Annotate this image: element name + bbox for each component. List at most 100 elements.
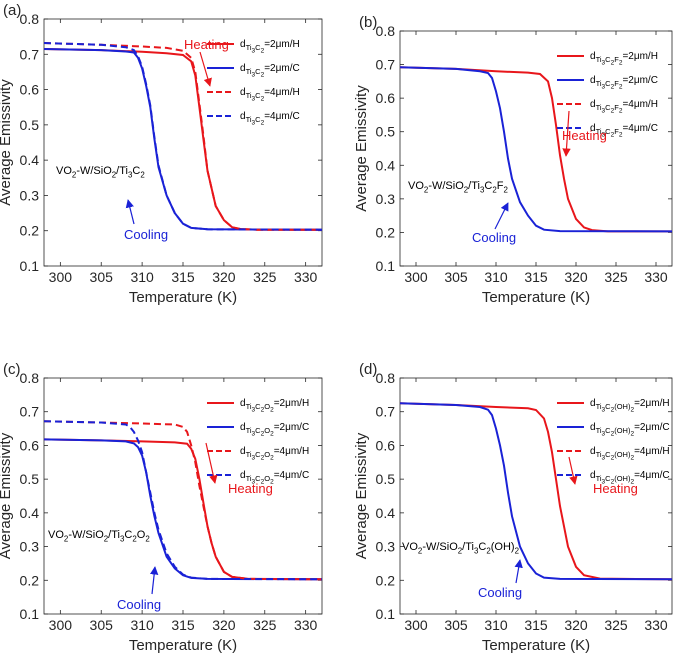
legend-mxene-part: Ti <box>246 450 252 459</box>
panel-label: (c) <box>3 361 21 378</box>
x-tick-label: 320 <box>212 617 236 633</box>
legend-entry-2: dTi3C2(OH)2=2μm/C <box>590 422 670 438</box>
y-axis-label: Average Emissivity <box>353 85 370 212</box>
legend-mxene-part: 3 <box>602 407 606 414</box>
series-line-2 <box>399 402 673 581</box>
series-line-1 <box>43 438 323 581</box>
series-line-1 <box>43 48 322 231</box>
legend-mxene-part: Ti <box>596 127 602 136</box>
legend-mxene-part: 2 <box>261 407 265 414</box>
x-tick-label: 325 <box>604 617 628 633</box>
sample-label-part: -W/SiO <box>428 180 464 192</box>
legend-d: d <box>240 470 246 481</box>
legend-mxene-part: C <box>255 43 261 52</box>
legend-entry-3: dTi3C2=4μm/H <box>240 87 300 103</box>
legend-mxene-part: C <box>605 474 611 483</box>
cooling-arrow <box>149 566 159 595</box>
sample-label-part: O <box>137 529 146 541</box>
y-axis-label: Average Emissivity <box>353 432 370 559</box>
y-tick-label: 0.6 <box>20 82 40 98</box>
legend-mxene-part: Ti <box>246 43 252 52</box>
legend-mxene-part: Ti <box>596 79 602 88</box>
sample-label-part: 2 <box>104 534 108 543</box>
legend-mxene-part: 2 <box>630 431 634 438</box>
legend-thickness: =4μm/H <box>622 99 658 110</box>
legend-mxene-part: Ti <box>246 426 252 435</box>
legend-mxene-part: 3 <box>252 455 256 462</box>
y-tick-label: 0.6 <box>376 437 396 453</box>
y-tick-label: 0.5 <box>20 471 40 487</box>
sample-label-part: 2 <box>145 534 149 543</box>
chart-panel-c: 300 305 310 315 320 325 330 0.1 0.2 0.3 0.4 0.5 0.6 0… <box>0 361 323 654</box>
legend-entry-1: dTi3C2(OH)2=2μm/H <box>590 398 670 414</box>
x-tick-label: 315 <box>171 617 195 633</box>
legend-entry-3: dTi3C2(OH)2=4μm/H <box>590 446 670 462</box>
legend-d: d <box>590 398 596 409</box>
y-tick-label: 0.7 <box>20 404 40 420</box>
y-tick-label: 0.6 <box>20 437 40 453</box>
legend-mxene-part: 3 <box>602 60 606 67</box>
series-line-1 <box>399 402 673 581</box>
legend-mxene-part: (OH) <box>614 426 631 435</box>
sample-label-part: /Ti <box>462 541 474 553</box>
legend-mxene-part: 2 <box>611 60 615 67</box>
legend-mxene-part: 3 <box>602 84 606 91</box>
x-tick-label: 300 <box>404 269 428 285</box>
legend-mxene-part: C <box>255 426 261 435</box>
y-tick-label: 0.8 <box>376 23 396 39</box>
y-tick-label: 0.4 <box>376 157 396 173</box>
x-tick-label: 320 <box>564 617 588 633</box>
legend-thickness: =4μm/H <box>274 446 310 457</box>
y-tick-label: 0.4 <box>20 505 40 521</box>
sample-label-part: 2 <box>503 185 507 194</box>
legend-mxene-part: C <box>255 474 261 483</box>
sample-label-part: 2 <box>492 185 496 194</box>
legend-entry-4: dTi3C2F2=4μm/C <box>590 123 658 139</box>
legend-mxene-part: 2 <box>611 407 615 414</box>
legend-mxene-part: 2 <box>611 84 615 91</box>
series-line-4 <box>43 420 323 581</box>
legend-d: d <box>590 470 596 481</box>
legend-entry-3: dTi3C2F2=4μm/H <box>590 99 658 115</box>
legend-mxene-part: 2 <box>261 455 265 462</box>
x-tick-label: 325 <box>253 617 277 633</box>
legend-mxene-part: Ti <box>596 474 602 483</box>
legend-mxene-part: 2 <box>630 479 634 486</box>
legend-thickness: =4μm/H <box>264 87 300 98</box>
legend-mxene-part: 2 <box>611 431 615 438</box>
x-tick-label: 300 <box>49 617 73 633</box>
sample-label-part: 2 <box>424 185 428 194</box>
x-tick-label: 330 <box>294 617 318 633</box>
x-tick-label: 310 <box>484 269 508 285</box>
sample-label-part: VO <box>402 541 418 553</box>
y-tick-label: 0.6 <box>376 90 396 106</box>
x-tick-label: 310 <box>130 617 154 633</box>
legend-thickness: =4μm/C <box>634 470 670 481</box>
legend-thickness: =2μm/H <box>264 39 300 50</box>
sample-label: VO2-W/SiO2/Ti3C2O2 <box>48 529 150 543</box>
sample-label-part: 2 <box>72 170 76 179</box>
legend-mxene-part: 2 <box>611 108 615 115</box>
legend-d: d <box>240 446 246 457</box>
legend-mxene-part: Ti <box>246 474 252 483</box>
legend-mxene-part: 2 <box>261 479 265 486</box>
legend-mxene-part: 2 <box>270 407 274 414</box>
chart-panel-a: 300 305 310 315 320 325 330 0.1 0.2 0.3 0.4 0.5 0.6 0… <box>0 2 323 306</box>
legend-d: d <box>590 99 596 110</box>
x-tick-label: 305 <box>90 617 114 633</box>
x-tick-label: 305 <box>444 269 468 285</box>
legend-thickness: =2μm/H <box>274 398 310 409</box>
legend-mxene-part: Ti <box>596 426 602 435</box>
sample-label-part: /Ti <box>468 180 480 192</box>
legend-mxene-part: (OH) <box>614 474 631 483</box>
sample-label-part: C <box>132 165 140 177</box>
panel-label: (b) <box>359 14 377 31</box>
sample-label-part: 2 <box>418 546 422 555</box>
x-tick-label: 300 <box>404 617 428 633</box>
sample-label-part: -W/SiO <box>76 165 112 177</box>
legend-d: d <box>590 123 596 134</box>
legend-mxene-part: 2 <box>611 479 615 486</box>
x-tick-label: 315 <box>524 269 548 285</box>
legend-mxene-part: C <box>605 450 611 459</box>
cooling-label: Cooling <box>472 230 516 245</box>
